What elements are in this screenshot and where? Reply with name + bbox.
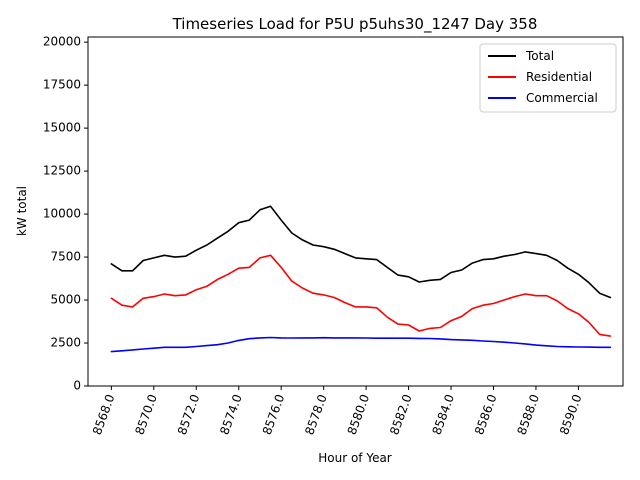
y-tick-label: 15000 xyxy=(43,121,81,135)
y-tick-label: 12500 xyxy=(43,164,81,178)
y-tick-label: 0 xyxy=(73,379,81,393)
chart-title: Timeseries Load for P5U p5uhs30_1247 Day… xyxy=(172,15,538,34)
x-axis-label: Hour of Year xyxy=(318,451,392,465)
y-tick-label: 2500 xyxy=(50,336,81,350)
y-tick-label: 5000 xyxy=(50,293,81,307)
y-tick-label: 20000 xyxy=(43,35,81,49)
legend: Total Residential Commercial xyxy=(479,43,617,113)
legend-label-commercial: Commercial xyxy=(526,91,598,105)
y-axis-label: kW total xyxy=(15,186,29,236)
y-tick-label: 10000 xyxy=(43,207,81,221)
legend-label-residential: Residential xyxy=(526,70,592,84)
plot-frame xyxy=(87,36,624,387)
legend-label-total: Total xyxy=(525,49,554,63)
series-line-commercial xyxy=(110,336,612,353)
y-tick-label: 17500 xyxy=(43,78,81,92)
y-tick-label: 7500 xyxy=(50,250,81,264)
series-line-residential xyxy=(110,254,612,337)
y-axis-ticks: 0 2500 5000 7500 10000 12500 15000 17500 20000 xyxy=(43,35,88,393)
legend-box xyxy=(479,43,617,113)
series-layer xyxy=(110,205,612,353)
series-line-total xyxy=(110,205,612,299)
